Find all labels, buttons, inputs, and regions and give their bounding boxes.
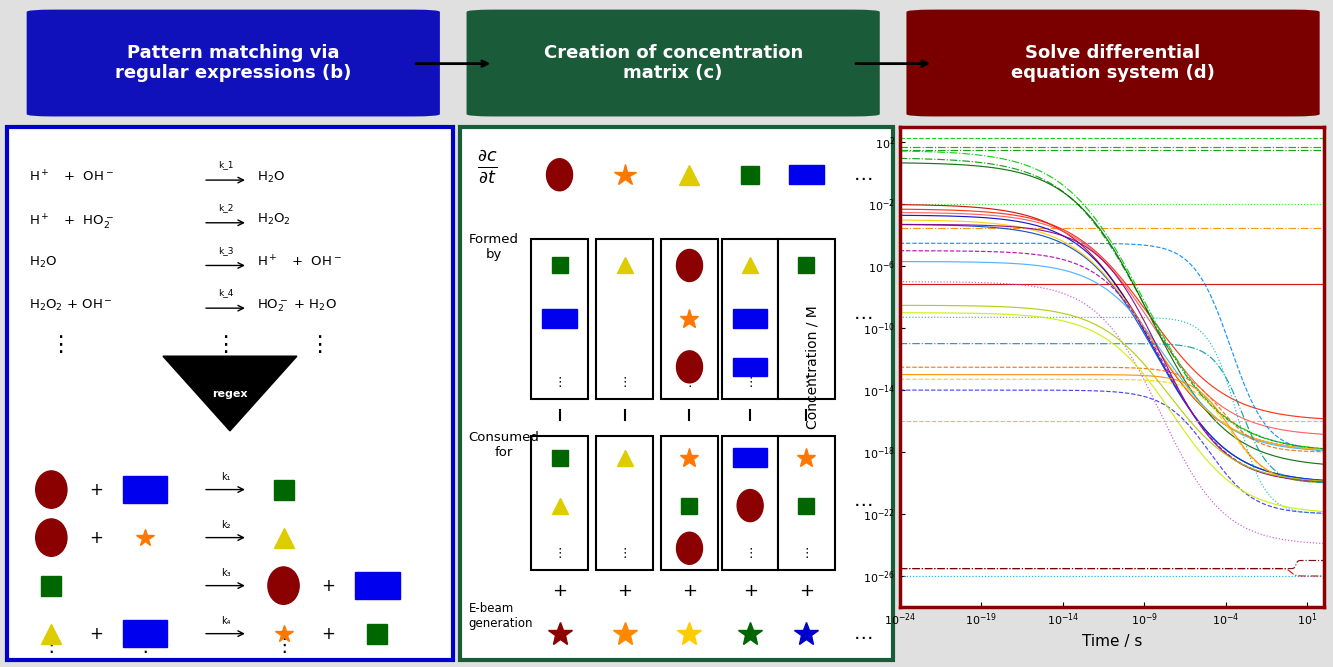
Text: k_2: k_2 <box>217 203 233 212</box>
Text: +: + <box>321 625 335 642</box>
X-axis label: Time / s: Time / s <box>1081 634 1142 649</box>
Circle shape <box>676 532 702 564</box>
Bar <box>123 620 168 647</box>
Text: k_4: k_4 <box>217 289 233 297</box>
Text: k₄: k₄ <box>221 616 231 626</box>
Text: ⋮: ⋮ <box>744 547 756 560</box>
Text: ⋮: ⋮ <box>744 376 756 390</box>
Bar <box>733 448 768 467</box>
Text: Creation of concentration
matrix (c): Creation of concentration matrix (c) <box>544 43 802 83</box>
Text: +: + <box>89 529 103 546</box>
Bar <box>532 239 588 399</box>
Y-axis label: Concentration / M: Concentration / M <box>805 305 820 429</box>
Bar <box>661 436 717 570</box>
Text: $\frac{\partial c}{\partial t}$: $\frac{\partial c}{\partial t}$ <box>477 148 499 185</box>
Text: Pattern matching via
regular expressions (b): Pattern matching via regular expressions… <box>115 43 352 83</box>
Circle shape <box>676 351 702 383</box>
Text: Solve differential
equation system (d): Solve differential equation system (d) <box>1012 43 1214 83</box>
Text: H$_2$O$_2$: H$_2$O$_2$ <box>257 212 291 227</box>
Bar <box>778 239 834 399</box>
Text: Formed
by: Formed by <box>469 233 519 261</box>
Text: ⋮: ⋮ <box>553 547 565 560</box>
Text: ⋮: ⋮ <box>136 636 155 655</box>
Polygon shape <box>163 356 297 431</box>
Text: regex: regex <box>212 389 248 398</box>
Text: ⋮: ⋮ <box>619 376 631 390</box>
Text: …: … <box>854 491 873 510</box>
FancyBboxPatch shape <box>467 9 880 117</box>
Bar <box>789 165 824 184</box>
Text: +: + <box>552 582 567 600</box>
Text: H$_2$O: H$_2$O <box>257 169 285 185</box>
Text: +: + <box>742 582 757 600</box>
Text: ⋮: ⋮ <box>800 376 813 390</box>
Circle shape <box>676 249 702 281</box>
Text: +: + <box>682 582 697 600</box>
Text: +: + <box>89 481 103 498</box>
Text: …: … <box>854 624 873 643</box>
Text: H$_2$O$_2$ + OH$^-$: H$_2$O$_2$ + OH$^-$ <box>29 297 113 313</box>
Circle shape <box>737 490 762 522</box>
Text: ⋮: ⋮ <box>800 547 813 560</box>
Text: H$^+$   +  OH$^-$: H$^+$ + OH$^-$ <box>257 255 341 270</box>
Bar <box>543 309 577 328</box>
Text: ⋮: ⋮ <box>553 376 565 390</box>
Text: ⋮: ⋮ <box>215 335 236 355</box>
Bar <box>123 476 168 503</box>
FancyBboxPatch shape <box>906 9 1320 117</box>
Text: E-beam
generation: E-beam generation <box>469 602 533 630</box>
Text: +: + <box>89 625 103 642</box>
Bar <box>661 239 717 399</box>
Circle shape <box>36 519 67 556</box>
Text: Consumed
for: Consumed for <box>469 431 540 459</box>
Bar <box>596 239 653 399</box>
Text: k_3: k_3 <box>217 246 233 255</box>
Text: H$^+$   +  OH$^-$: H$^+$ + OH$^-$ <box>29 169 115 185</box>
Text: ⋮: ⋮ <box>684 547 696 560</box>
Bar <box>355 572 400 599</box>
Text: ⋮: ⋮ <box>41 636 61 655</box>
Text: k₃: k₃ <box>221 568 231 578</box>
Bar <box>596 436 653 570</box>
FancyBboxPatch shape <box>27 9 440 117</box>
Text: H$_2$O: H$_2$O <box>29 255 57 270</box>
Bar <box>722 436 778 570</box>
Text: H$^+$   +  HO$_2^-$: H$^+$ + HO$_2^-$ <box>29 212 115 231</box>
Text: HO$_2^-$ + H$_2$O: HO$_2^-$ + H$_2$O <box>257 297 337 314</box>
Text: +: + <box>321 577 335 594</box>
Text: +: + <box>617 582 632 600</box>
Bar <box>733 309 768 328</box>
Circle shape <box>547 159 573 191</box>
Text: ⋮: ⋮ <box>49 335 72 355</box>
Text: k₁: k₁ <box>221 472 231 482</box>
Text: …: … <box>854 304 873 323</box>
Circle shape <box>36 471 67 508</box>
Text: ⋮: ⋮ <box>308 335 331 355</box>
Bar <box>722 239 778 399</box>
Text: +: + <box>798 582 814 600</box>
Text: ⋮: ⋮ <box>619 547 631 560</box>
Text: k_1: k_1 <box>217 161 233 169</box>
Bar <box>733 358 768 376</box>
Circle shape <box>268 567 299 604</box>
Text: …: … <box>854 165 873 184</box>
Text: ⋮: ⋮ <box>273 636 293 655</box>
Bar <box>778 436 834 570</box>
Text: ⋮: ⋮ <box>684 376 696 390</box>
Bar <box>532 436 588 570</box>
Text: k₂: k₂ <box>221 520 231 530</box>
